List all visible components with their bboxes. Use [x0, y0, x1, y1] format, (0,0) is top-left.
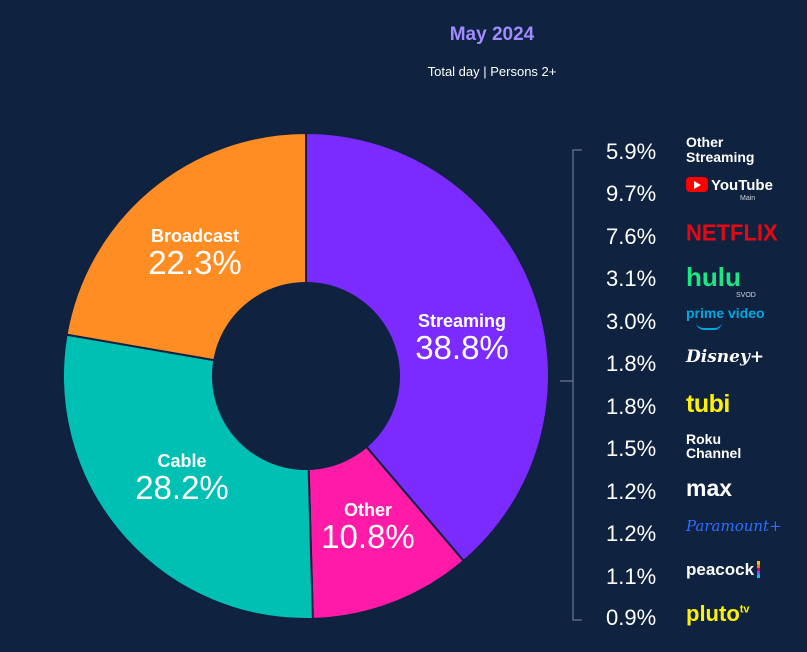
breakdown-value: 1.2% — [606, 479, 657, 504]
prime-smile-icon — [696, 322, 722, 330]
slice-label-broadcast: Broadcast 22.3% — [105, 227, 285, 281]
tubi-logo: tubi — [686, 390, 730, 418]
breakdown-value: 3.0% — [606, 309, 657, 334]
pluto-tv-logo: plutotv — [686, 601, 750, 626]
breakdown-row-paramount: 1.2% Paramount+ — [606, 517, 806, 547]
breakdown-value: 1.2% — [606, 521, 657, 546]
other-streaming-label: Other Streaming — [686, 134, 755, 165]
breakdown-row-prime-video: 3.0% prime video — [606, 305, 806, 335]
youtube-play-icon — [686, 177, 708, 192]
slice-value: 28.2% — [135, 468, 229, 506]
breakdown-value: 0.9% — [606, 605, 657, 630]
breakdown-row-max: 1.2% max — [606, 475, 806, 505]
slice-label-cable: Cable 28.2% — [92, 452, 272, 506]
slice-value: 10.8% — [321, 517, 415, 555]
breakdown-value: 1.1% — [606, 564, 657, 589]
slice-name: Broadcast — [150, 226, 240, 246]
breakdown-value: 1.8% — [606, 394, 657, 419]
peacock-feather-icon — [757, 561, 761, 578]
breakdown-value: 7.6% — [606, 224, 657, 249]
breakdown-row-netflix: 7.6% NETFLIX — [606, 219, 806, 250]
breakdown-row-other-streaming: 5.9% Other Streaming — [606, 135, 806, 165]
breakdown-value: 9.7% — [606, 181, 657, 206]
hulu-logo: hulu SVOD — [686, 262, 756, 299]
breakdown-value: 1.8% — [606, 351, 657, 376]
peacock-logo: peacock — [686, 560, 761, 580]
slice-name: Cable — [157, 451, 207, 471]
breakdown-row-disney: 1.8% Disney+ — [606, 347, 806, 377]
slice-name: Other — [343, 500, 392, 520]
disney-plus-logo: Disney+ — [686, 347, 765, 367]
roku-channel-logo: Roku Channel — [686, 431, 742, 461]
paramount-plus-logo: Paramount+ — [686, 517, 782, 535]
breakdown-row-roku: 1.5% Roku Channel — [606, 432, 806, 462]
chart-title: May 2024 — [449, 24, 535, 45]
max-logo: max — [686, 475, 733, 501]
slice-label-streaming: Streaming 38.8% — [372, 312, 552, 366]
breakdown-row-pluto: 0.9% plutotv — [606, 601, 806, 631]
chart-subtitle: Total day | Persons 2+ — [427, 64, 557, 79]
slice-value: 38.8% — [415, 328, 509, 366]
donut-slice-streaming — [305, 131, 550, 563]
youtube-logo: YouTube Main — [686, 177, 773, 202]
slice-value: 22.3% — [148, 243, 242, 281]
slice-name: Streaming — [417, 311, 507, 331]
breakdown-row-youtube: 9.7% YouTube Main — [606, 177, 806, 207]
prime-video-logo: prime video — [686, 305, 765, 330]
breakdown-row-peacock: 1.1% peacock — [606, 560, 806, 590]
breakdown-value: 3.1% — [606, 266, 657, 291]
netflix-logo: NETFLIX — [686, 219, 778, 246]
donut-hole — [212, 282, 400, 470]
breakdown-value: 1.5% — [606, 436, 657, 461]
slice-label-other: Other 10.8% — [278, 501, 458, 555]
breakdown-value: 5.9% — [606, 139, 657, 164]
breakdown-row-tubi: 1.8% tubi — [606, 390, 806, 420]
breakdown-bracket — [560, 149, 582, 621]
breakdown-row-hulu: 3.1% hulu SVOD — [606, 262, 806, 299]
